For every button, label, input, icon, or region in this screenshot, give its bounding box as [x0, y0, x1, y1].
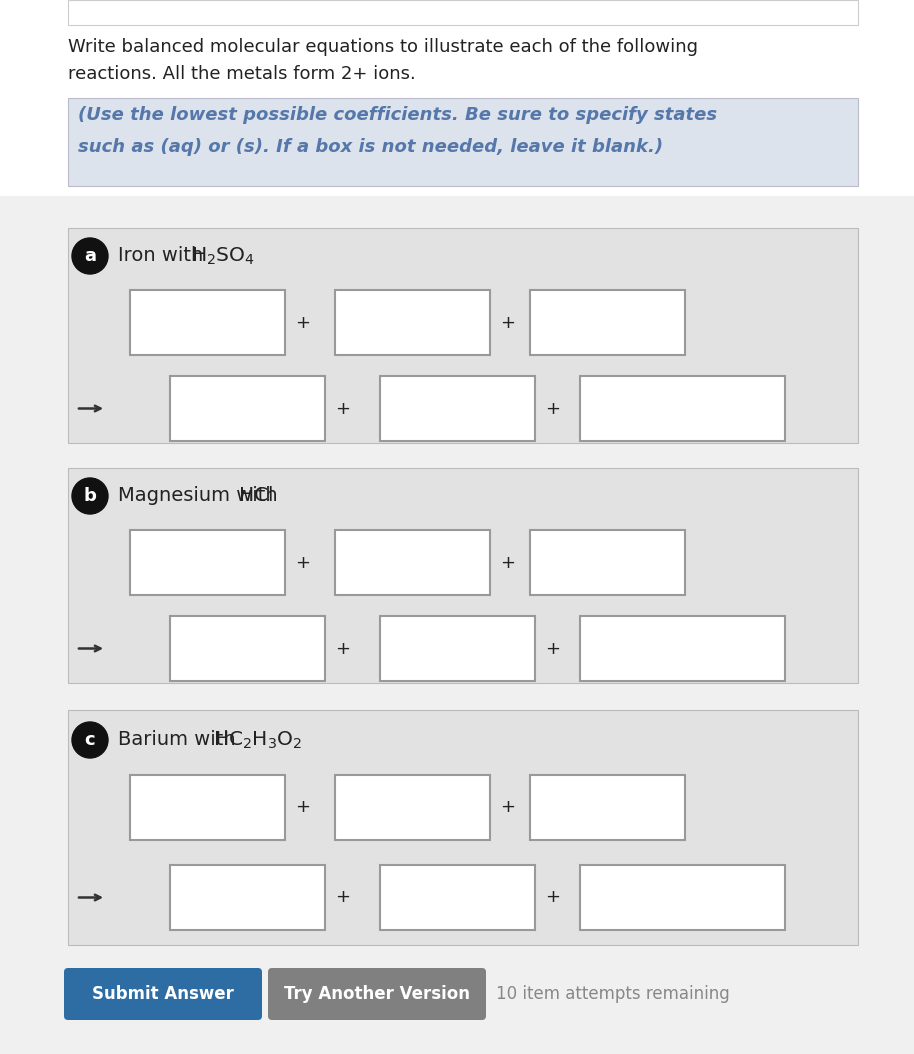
Text: +: +: [546, 399, 560, 417]
Text: $\mathrm{H_2SO_4}$: $\mathrm{H_2SO_4}$: [191, 246, 255, 268]
Bar: [580, 616, 785, 681]
Bar: [68, 98, 858, 186]
Text: Magnesium with: Magnesium with: [118, 486, 284, 505]
Text: such as (aq) or (s). If a box is not needed, leave it blank.): such as (aq) or (s). If a box is not nee…: [78, 138, 664, 156]
Bar: [68, 710, 858, 945]
FancyBboxPatch shape: [268, 968, 486, 1020]
Bar: [335, 530, 490, 596]
Circle shape: [72, 238, 108, 274]
Text: +: +: [295, 553, 311, 571]
Text: Iron with: Iron with: [118, 246, 209, 265]
Bar: [380, 376, 535, 441]
Text: c: c: [85, 731, 95, 749]
Text: $\mathrm{HC_2H_3O_2}$: $\mathrm{HC_2H_3O_2}$: [213, 730, 303, 752]
Bar: [335, 775, 490, 840]
Bar: [530, 775, 685, 840]
Text: a: a: [84, 247, 96, 265]
Text: +: +: [335, 640, 350, 658]
Bar: [130, 290, 285, 355]
Text: +: +: [501, 553, 515, 571]
Bar: [530, 290, 685, 355]
Bar: [170, 376, 325, 441]
Text: Submit Answer: Submit Answer: [92, 985, 234, 1003]
Bar: [170, 865, 325, 930]
Bar: [530, 530, 685, 596]
Text: Write balanced molecular equations to illustrate each of the following: Write balanced molecular equations to il…: [68, 38, 698, 56]
Bar: [130, 530, 285, 596]
Bar: [68, 0, 858, 25]
Text: (Use the lowest possible coefficients. Be sure to specify states: (Use the lowest possible coefficients. B…: [78, 106, 717, 124]
Text: +: +: [501, 313, 515, 332]
Text: +: +: [335, 889, 350, 906]
Text: +: +: [546, 640, 560, 658]
Text: +: +: [295, 799, 311, 817]
Bar: [68, 228, 858, 443]
Text: +: +: [501, 799, 515, 817]
Bar: [130, 775, 285, 840]
Text: Barium with: Barium with: [118, 730, 242, 749]
Text: +: +: [546, 889, 560, 906]
Bar: [68, 468, 858, 683]
Bar: [170, 616, 325, 681]
Text: Try Another Version: Try Another Version: [284, 985, 470, 1003]
Bar: [580, 376, 785, 441]
Circle shape: [72, 479, 108, 514]
Bar: [380, 865, 535, 930]
Bar: [580, 865, 785, 930]
Bar: [335, 290, 490, 355]
Circle shape: [72, 722, 108, 758]
Text: $\mathrm{HCl}$: $\mathrm{HCl}$: [238, 486, 272, 505]
Text: +: +: [335, 399, 350, 417]
Bar: [0, 196, 914, 1054]
Text: 10 item attempts remaining: 10 item attempts remaining: [496, 985, 729, 1003]
FancyBboxPatch shape: [64, 968, 262, 1020]
Bar: [380, 616, 535, 681]
Text: reactions. All the metals form 2+ ions.: reactions. All the metals form 2+ ions.: [68, 65, 416, 83]
Text: +: +: [295, 313, 311, 332]
Text: b: b: [83, 487, 97, 505]
